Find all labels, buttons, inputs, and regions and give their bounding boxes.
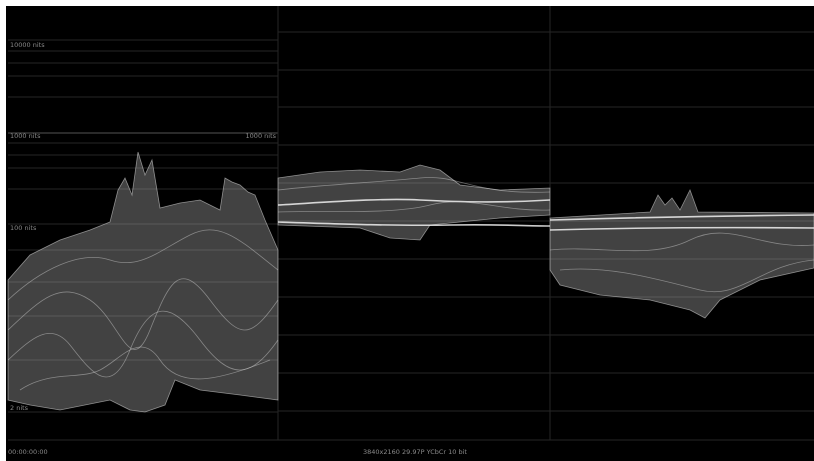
scale-label: 1000 nits [10,132,41,140]
scale-label: 10000 nits [10,41,45,49]
scale-label: 1000 nits [246,132,277,140]
timecode: 00:00:00:00 [8,448,48,456]
format-info: 3840x2160 29.97P YCbCr 10 bit [363,448,467,456]
scale-label: 2 nits [10,404,29,412]
page: 10000 nits 1000 nits 1000 nits 100 nits … [0,0,814,461]
waveform-monitor: 10000 nits 1000 nits 1000 nits 100 nits … [0,0,814,461]
scale-label: 100 nits [10,224,37,232]
